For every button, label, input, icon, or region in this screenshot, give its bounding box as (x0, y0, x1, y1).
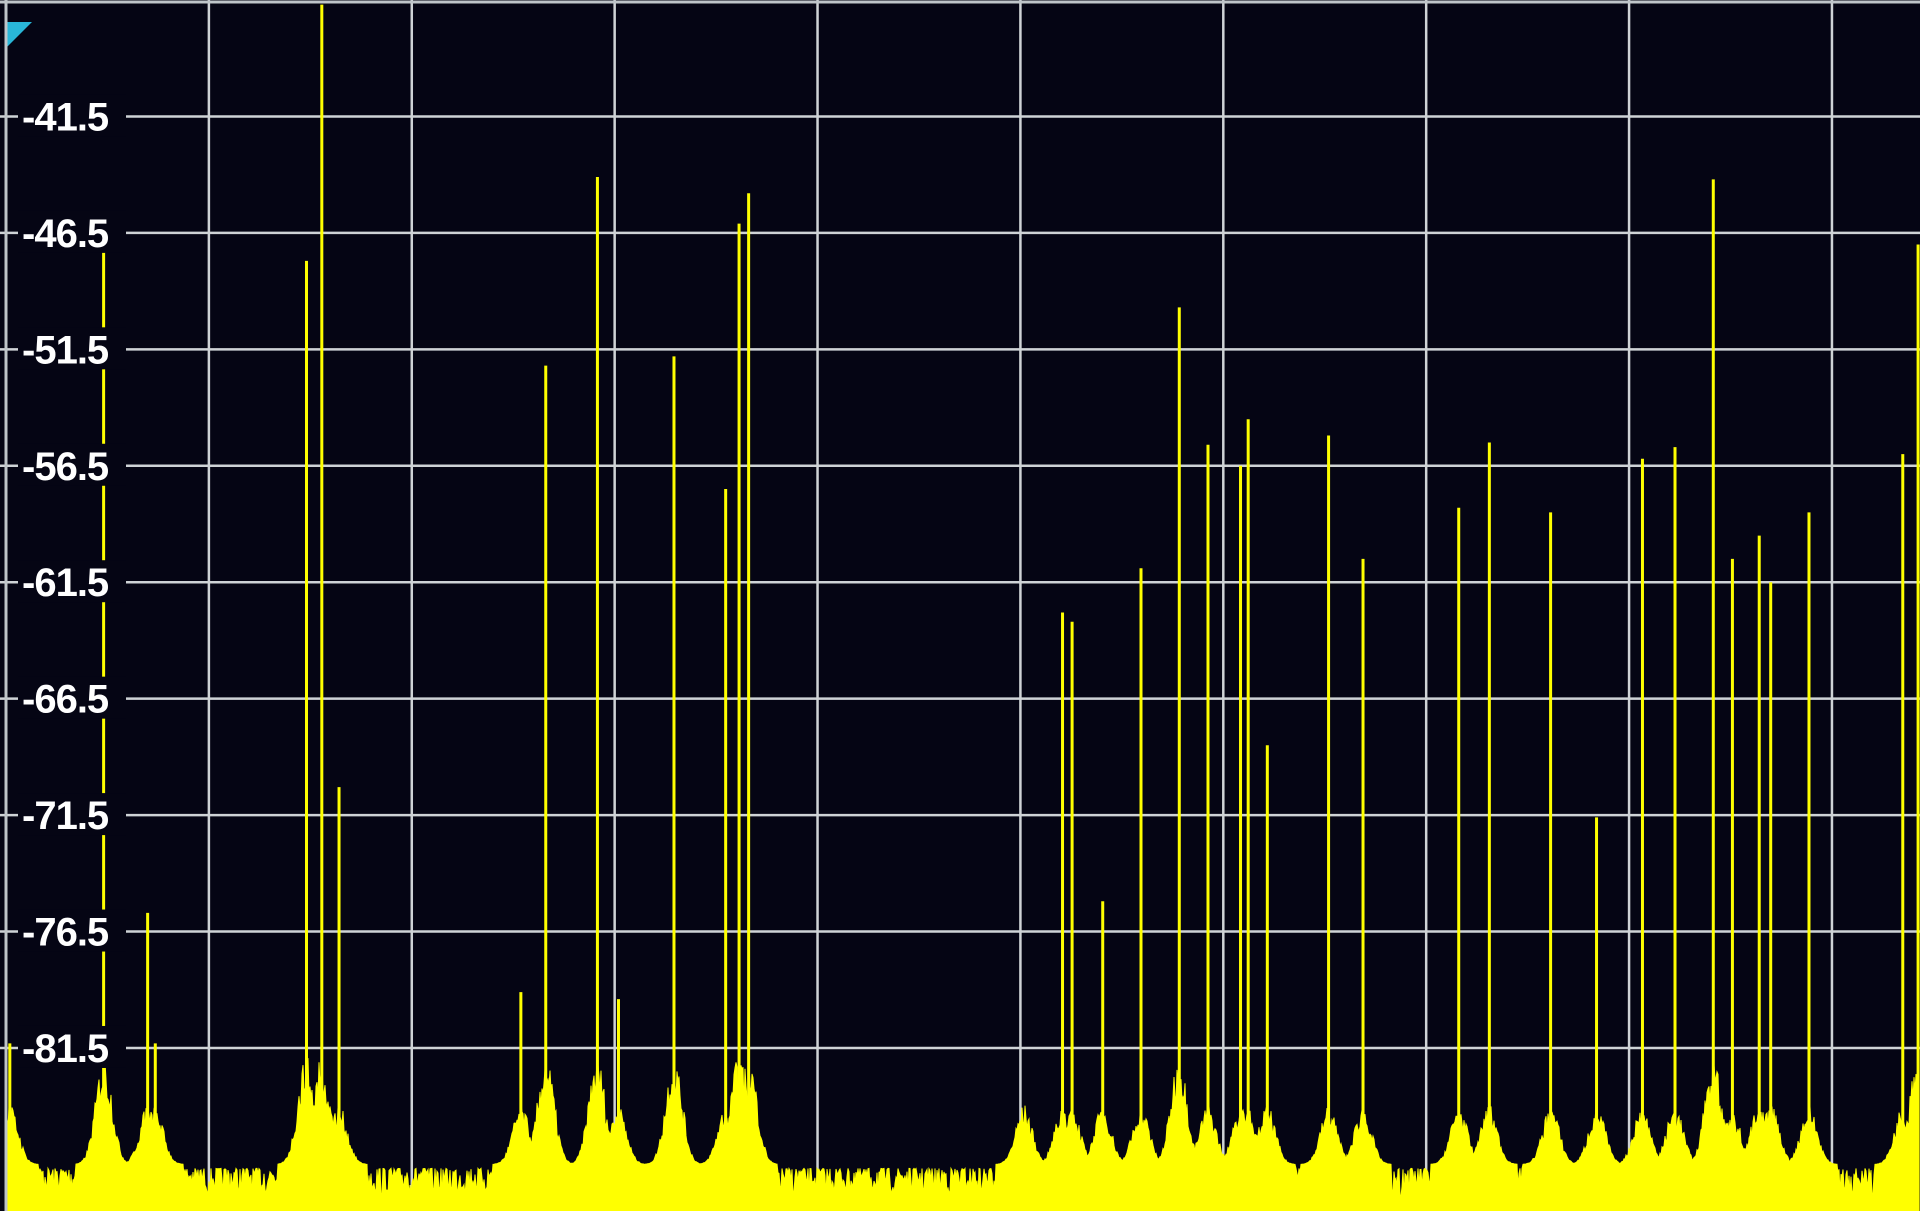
tick-label-backdrop (18, 327, 126, 370)
y-tick-label: -56.5 (22, 445, 109, 489)
tick-label-backdrop (18, 443, 126, 486)
reference-marker-icon (6, 22, 32, 48)
tick-label-backdrop (18, 560, 126, 603)
y-tick-label: -66.5 (22, 678, 109, 722)
noise-floor-area (5, 1056, 1919, 1211)
horizontal-gridlines (0, 115, 1920, 1050)
y-tick-label: -46.5 (22, 212, 109, 256)
tick-label-backdrop (18, 909, 126, 952)
y-tick-label: -61.5 (22, 561, 109, 605)
tick-label-backdrop (18, 676, 126, 719)
tick-label-backdrop (18, 94, 126, 137)
tick-label-backdrop (18, 210, 126, 253)
tick-label-backdrop (18, 1025, 126, 1068)
y-tick-label: -76.5 (22, 911, 109, 955)
y-axis-tick-labels: -41.5 -46.5 -51.5 -56.5 -61.5 -66.5 -71.5 -76.5… (18, 94, 126, 1071)
y-tick-label: -71.5 (22, 794, 109, 838)
y-tick-label: -81.5 (22, 1027, 109, 1071)
y-tick-label: -41.5 (22, 95, 109, 139)
vertical-gridlines (4, 0, 1834, 1211)
y-tick-label: -51.5 (22, 328, 109, 372)
tick-label-backdrop (18, 793, 126, 836)
